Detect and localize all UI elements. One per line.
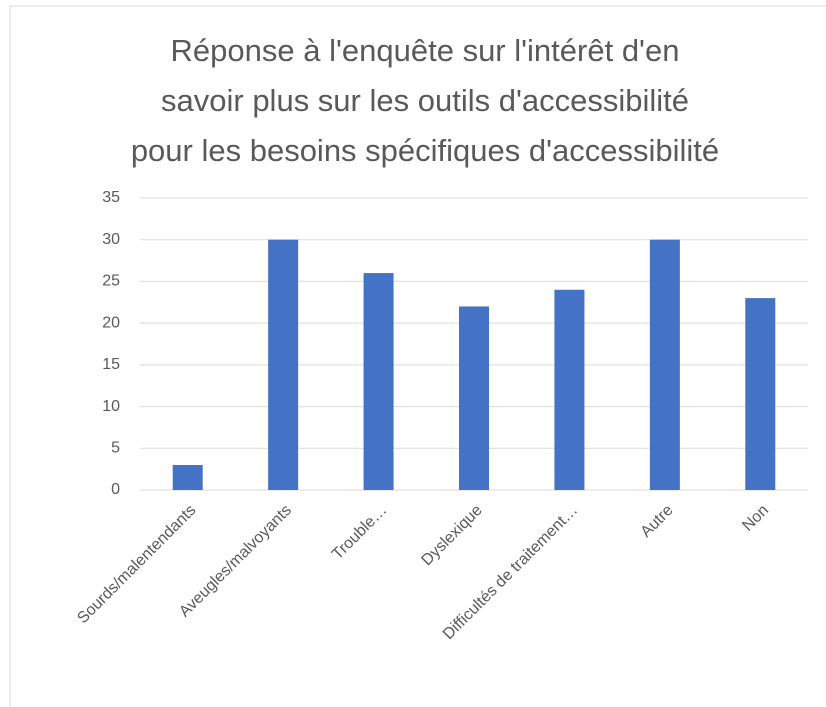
y-tick-label: 5 xyxy=(111,440,120,457)
y-tick-label: 15 xyxy=(102,356,120,373)
y-tick-label: 25 xyxy=(102,273,120,290)
chart-title: pour les besoins spécifiques d'accessibi… xyxy=(131,133,719,168)
y-tick-label: 10 xyxy=(102,398,120,415)
bar xyxy=(172,464,203,490)
x-tick-label: Autre xyxy=(638,502,677,541)
x-tick-label: Trouble… xyxy=(329,502,390,563)
y-tick-label: 0 xyxy=(111,481,120,498)
bar xyxy=(268,239,299,490)
x-tick-label: Non xyxy=(739,502,772,535)
bar xyxy=(459,306,489,490)
bar xyxy=(649,239,680,490)
y-tick-label: 30 xyxy=(102,231,120,248)
bar xyxy=(745,298,776,490)
chart-title: Réponse à l'enquête sur l'intérêt d'en xyxy=(171,33,680,68)
x-tick-label: Dyslexique xyxy=(418,502,485,569)
y-tick-label: 20 xyxy=(102,314,120,331)
chart-title: savoir plus sur les outils d'accessibili… xyxy=(161,83,689,118)
bar xyxy=(363,273,394,490)
x-tick-label: Aveugles/malvoyants xyxy=(176,502,295,621)
chart-border xyxy=(9,5,826,707)
y-tick-label: 35 xyxy=(102,189,120,206)
bar xyxy=(554,289,585,490)
